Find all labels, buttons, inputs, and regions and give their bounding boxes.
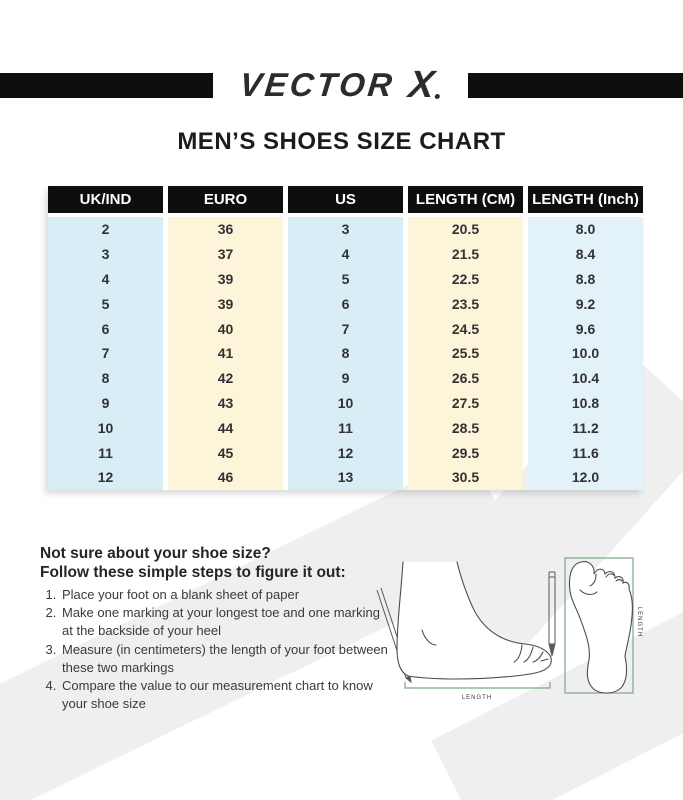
table-cell: 11 [288, 415, 403, 441]
registered-dot-icon [434, 94, 441, 99]
table-cell: 26.5 [408, 365, 523, 391]
brand-band-left-bar [0, 73, 213, 98]
sole-length-label: LENGTH [636, 607, 642, 637]
guide-step: Compare the value to our measurement cha… [60, 677, 394, 713]
table-cell: 27.5 [408, 390, 523, 416]
table-cell: 37 [168, 241, 283, 267]
table-cell: 25.5 [408, 340, 523, 366]
table-cell: 43 [168, 390, 283, 416]
column-header: US [288, 186, 403, 213]
side-length-label: LENGTH [462, 695, 492, 701]
table-cell: 9 [288, 365, 403, 391]
table-cell: 12 [288, 440, 403, 465]
table-cell: 5 [48, 291, 163, 317]
table-cell: 40 [168, 316, 283, 341]
size-table: UK/IND EURO US LENGTH (CM) LENGTH (Inch) 2 36… [48, 186, 643, 490]
table-cell: 10.4 [528, 365, 643, 391]
table-cell: 11 [48, 440, 163, 465]
logo-x-glyph: X [406, 63, 437, 106]
table-row: 12 46 13 30.5 12.0 [48, 464, 643, 490]
table-cell: 20.5 [408, 217, 523, 242]
vector-x-logo: VECTOR X [211, 64, 470, 106]
table-row: 11 45 12 29.5 11.6 [48, 440, 643, 465]
table-cell: 29.5 [408, 440, 523, 465]
table-cell: 39 [168, 266, 283, 292]
table-cell: 41 [168, 340, 283, 366]
table-cell: 45 [168, 440, 283, 465]
table-row: 6 40 7 24.5 9.6 [48, 316, 643, 341]
table-cell: 8.4 [528, 241, 643, 267]
table-cell: 8.0 [528, 217, 643, 242]
table-row: 7 41 8 25.5 10.0 [48, 340, 643, 366]
table-cell: 7 [48, 340, 163, 366]
table-cell: 3 [288, 217, 403, 242]
side-dimension-bracket [404, 682, 551, 689]
logo-word: VECTOR [237, 66, 397, 103]
table-cell: 9.2 [528, 291, 643, 317]
table-body: 2 36 3 20.5 8.0 3 37 4 21.5 8.4 4 39 5 22.5 8.8 5 39 6 23.… [48, 217, 643, 490]
table-cell: 21.5 [408, 241, 523, 267]
table-cell: 13 [288, 464, 403, 490]
table-cell: 7 [288, 316, 403, 341]
column-header: LENGTH (CM) [408, 186, 523, 213]
guide-steps-list: Place your foot on a blank sheet of pape… [40, 586, 396, 713]
table-cell: 39 [168, 291, 283, 317]
table-cell: 22.5 [408, 266, 523, 292]
table-cell: 28.5 [408, 415, 523, 441]
foot-measurement-illustration: LENGTH [375, 548, 670, 718]
page-title: MEN’S SHOES SIZE CHART [177, 128, 506, 155]
table-cell: 10 [48, 415, 163, 441]
brand-band-right-bar [468, 73, 683, 98]
table-cell: 36 [168, 217, 283, 242]
table-cell: 10 [288, 390, 403, 416]
table-cell: 4 [288, 241, 403, 267]
table-cell: 5 [288, 266, 403, 292]
measuring-guide: Not sure about your shoe size? Follow th… [40, 544, 396, 713]
table-cell: 4 [48, 266, 163, 292]
footprint-outline [568, 561, 633, 694]
table-row: 9 43 10 27.5 10.8 [48, 390, 643, 416]
guide-step: Place your foot on a blank sheet of pape… [60, 586, 394, 604]
table-cell: 9.6 [528, 316, 643, 341]
toe-pencil-icon [548, 571, 556, 657]
table-cell: 8.8 [528, 266, 643, 292]
table-cell: 30.5 [408, 464, 523, 490]
table-cell: 11.6 [528, 440, 643, 465]
brand-band: VECTOR X [0, 64, 683, 106]
table-cell: 12 [48, 464, 163, 490]
side-foot-outline [396, 561, 552, 680]
guide-step: Make one marking at your longest toe and… [60, 604, 394, 640]
table-cell: 11.2 [528, 415, 643, 441]
table-cell: 6 [48, 316, 163, 341]
table-cell: 24.5 [408, 316, 523, 341]
table-cell: 8 [48, 365, 163, 391]
table-row: 5 39 6 23.5 9.2 [48, 291, 643, 317]
sole-dimension-bracket [564, 557, 634, 694]
table-cell: 12.0 [528, 464, 643, 490]
guide-subtitle: Follow these simple steps to figure it o… [40, 564, 346, 581]
table-cell: 2 [48, 217, 163, 242]
table-header-row: UK/IND EURO US LENGTH (CM) LENGTH (Inch) [48, 186, 643, 213]
table-row: 3 37 4 21.5 8.4 [48, 241, 643, 267]
table-row: 10 44 11 28.5 11.2 [48, 415, 643, 441]
table-row: 2 36 3 20.5 8.0 [48, 217, 643, 242]
column-header: LENGTH (Inch) [528, 186, 643, 213]
table-cell: 6 [288, 291, 403, 317]
column-header: EURO [168, 186, 283, 213]
table-cell: 10.8 [528, 390, 643, 416]
table-cell: 10.0 [528, 340, 643, 366]
table-cell: 9 [48, 390, 163, 416]
table-row: 8 42 9 26.5 10.4 [48, 365, 643, 391]
table-cell: 46 [168, 464, 283, 490]
table-cell: 23.5 [408, 291, 523, 317]
column-header: UK/IND [48, 186, 163, 213]
table-row: 4 39 5 22.5 8.8 [48, 266, 643, 292]
table-cell: 3 [48, 241, 163, 267]
guide-step: Measure (in centimeters) the length of y… [60, 641, 394, 677]
table-cell: 42 [168, 365, 283, 391]
guide-question: Not sure about your shoe size? [40, 545, 271, 562]
table-cell: 44 [168, 415, 283, 441]
table-cell: 8 [288, 340, 403, 366]
